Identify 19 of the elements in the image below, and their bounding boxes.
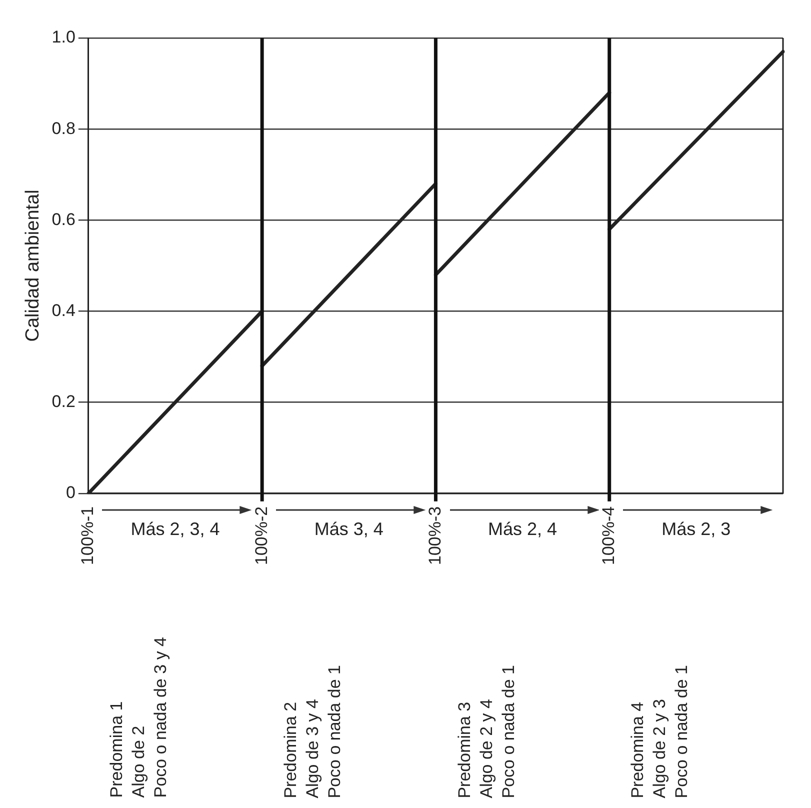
y-tick-label: 0.8 bbox=[52, 118, 76, 138]
text: Predomina 3 Algo de 2 y 4 Poco o nada de 1 bbox=[454, 664, 519, 798]
text: Más 2, 3 bbox=[660, 519, 732, 540]
text: Predomina 4 Algo de 2 y 3 Poco o nada de 1 bbox=[627, 664, 692, 798]
x-tick-label: 100%-4 bbox=[599, 506, 618, 566]
y-tick-label: 0 bbox=[66, 483, 76, 502]
y-axis-title: Calidad ambiental bbox=[22, 190, 44, 342]
y-tick-label: 0.6 bbox=[52, 210, 76, 229]
text: Más 3, 4 bbox=[313, 519, 384, 540]
x-tick-label: 100%-2 bbox=[252, 506, 271, 566]
y-tick-label: 0.2 bbox=[52, 392, 76, 412]
text: Más 2, 3, 4 bbox=[130, 519, 221, 540]
x-tick-label: 100%-1 bbox=[78, 506, 98, 566]
text: Predomina 2 Algo de 3 y 4 Poco o nada de 1 bbox=[280, 664, 346, 798]
text: Predomina 1 Algo de 2 Poco o nada de 3 y 4 bbox=[106, 637, 172, 798]
x-tick-label: 100%-3 bbox=[425, 506, 444, 566]
text: Más 2, 4 bbox=[487, 519, 558, 540]
y-tick-label: 1.0 bbox=[52, 28, 76, 47]
y-tick-label: 0.4 bbox=[52, 300, 76, 320]
